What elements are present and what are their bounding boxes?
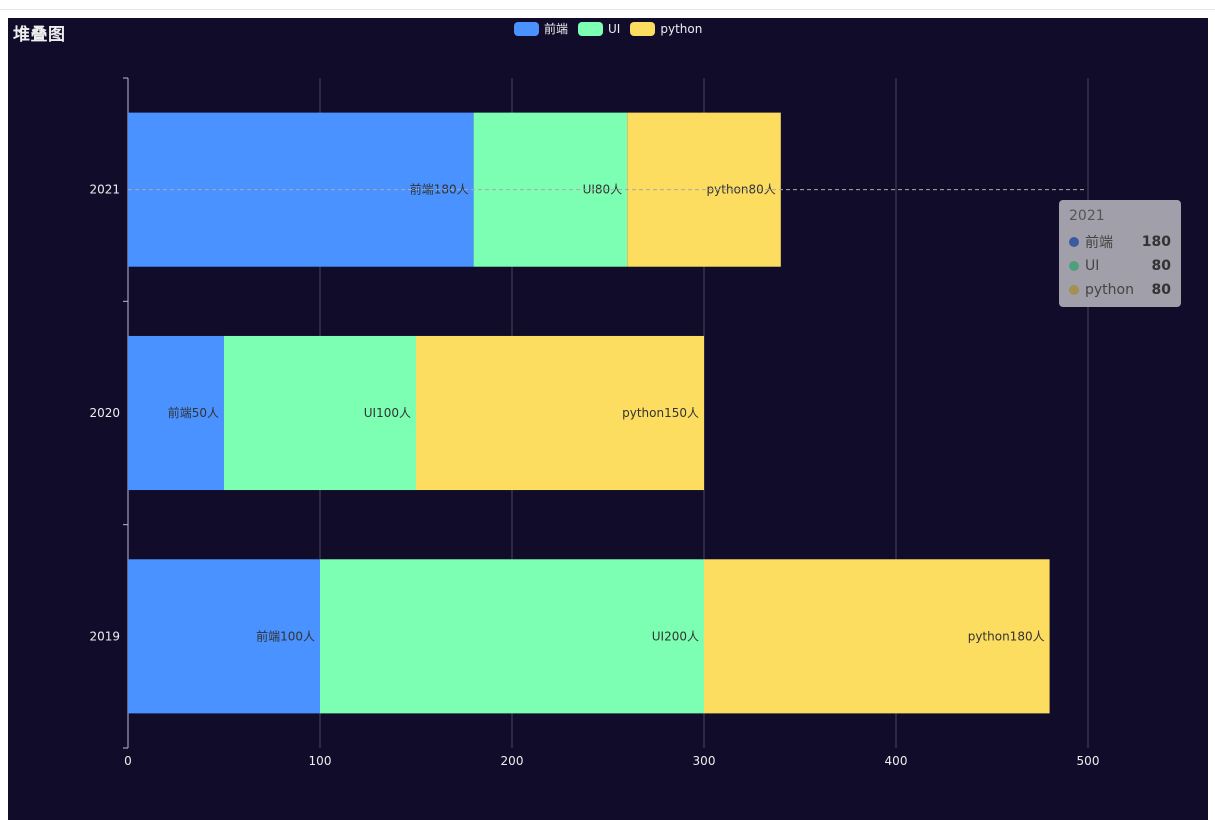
legend-label-python: python	[660, 21, 703, 36]
bar-label: 前端50人	[168, 405, 219, 420]
legend-item-ui[interactable]: UI	[578, 21, 621, 36]
legend-item-python[interactable]: python	[630, 21, 703, 36]
bar-label: UI80人	[583, 183, 623, 197]
y-tick-label: 2020	[89, 406, 120, 420]
tooltip-value: 180	[1141, 234, 1171, 250]
bar-python-2020	[416, 335, 704, 491]
tooltip-row: python 80	[1069, 278, 1171, 302]
tooltip-row: 前端 180	[1069, 230, 1171, 254]
chart-title: 堆叠图	[13, 25, 66, 45]
legend-label-ui: UI	[608, 21, 621, 36]
tooltip-name: python	[1085, 282, 1134, 298]
x-tick-label: 400	[885, 754, 908, 768]
tooltip-dot-ui	[1069, 261, 1079, 271]
tooltip-dot-frontend	[1069, 237, 1079, 247]
bar-python-2019	[704, 559, 1050, 714]
bar-前端-2019	[128, 559, 320, 714]
legend-label-frontend: 前端	[544, 22, 569, 36]
chart-panel: 堆叠图 前端 UI python 前端100人 UI200人 python180人 2…	[8, 18, 1208, 820]
bar-UI-2020	[224, 335, 416, 491]
tooltip-name: UI	[1085, 258, 1100, 274]
tooltip: 2021 前端 180 UI 80 python 80	[1059, 200, 1181, 307]
chart-legend: 前端 UI python	[514, 20, 712, 37]
y-tick-label: 2021	[89, 183, 120, 197]
tooltip-name: 前端	[1085, 235, 1113, 251]
tooltip-value: 80	[1151, 258, 1171, 274]
bar-label: python80人	[707, 183, 776, 197]
tooltip-title: 2021	[1069, 208, 1105, 224]
legend-swatch-python	[630, 21, 656, 36]
x-tick-label: 300	[693, 754, 716, 768]
x-tick-label: 500	[1077, 754, 1100, 768]
bar-前端-2020	[128, 335, 224, 491]
legend-swatch-ui	[578, 21, 604, 36]
bar-UI-2019	[320, 559, 704, 714]
tooltip-value: 80	[1151, 282, 1171, 298]
bar-label: UI100人	[364, 406, 411, 420]
bar-label: UI200人	[652, 629, 699, 643]
x-tick-label: 0	[124, 754, 132, 768]
y-tick-label: 2019	[89, 629, 120, 643]
bar-label: python150人	[622, 406, 699, 420]
tooltip-dot-python	[1069, 285, 1079, 295]
bar-label: python180人	[968, 629, 1045, 643]
legend-swatch-frontend	[514, 21, 539, 36]
page-top-divider	[0, 9, 1215, 10]
legend-item-frontend[interactable]: 前端	[514, 20, 568, 37]
x-tick-label: 200	[501, 754, 524, 768]
x-tick-label: 100	[309, 754, 332, 768]
stacked-bar-chart: 前端100人 UI200人 python180人 2019 前端50人 UI100人 pyt…	[89, 77, 1100, 768]
tooltip-row: UI 80	[1069, 254, 1171, 278]
bar-label: 前端100人	[256, 628, 315, 643]
